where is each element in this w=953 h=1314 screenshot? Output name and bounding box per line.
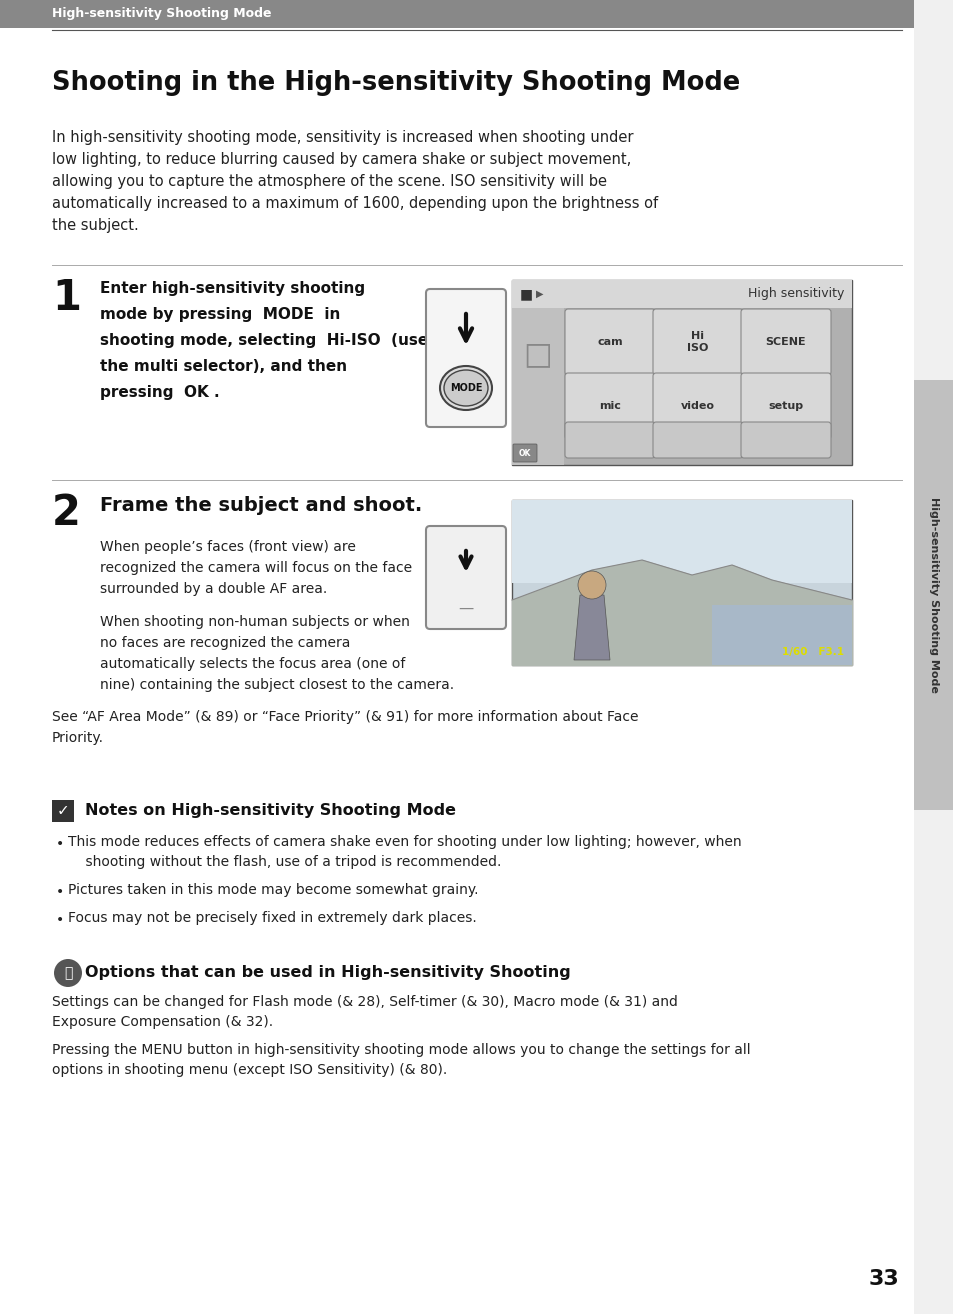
Text: mode by pressing  MODE  in: mode by pressing MODE in xyxy=(100,307,340,322)
Text: video: video xyxy=(680,401,714,411)
Text: Priority.: Priority. xyxy=(52,731,104,745)
FancyBboxPatch shape xyxy=(564,309,655,374)
Circle shape xyxy=(54,959,82,987)
Text: automatically increased to a maximum of 1600, depending upon the brightness of: automatically increased to a maximum of … xyxy=(52,196,658,212)
Text: Options that can be used in High-sensitivity Shooting: Options that can be used in High-sensiti… xyxy=(85,966,570,980)
FancyBboxPatch shape xyxy=(426,289,505,427)
Text: no faces are recognized the camera: no faces are recognized the camera xyxy=(100,636,350,650)
Text: Pictures taken in this mode may become somewhat grainy.: Pictures taken in this mode may become s… xyxy=(68,883,478,897)
Bar xyxy=(512,501,851,665)
Text: See “AF Area Mode” (& 89) or “Face Priority” (& 91) for more information about F: See “AF Area Mode” (& 89) or “Face Prior… xyxy=(52,710,638,724)
Text: ⌕: ⌕ xyxy=(64,966,72,980)
FancyBboxPatch shape xyxy=(564,373,655,439)
Text: mic: mic xyxy=(598,401,620,411)
Bar xyxy=(711,604,851,665)
Text: •: • xyxy=(56,837,64,851)
Text: ▶: ▶ xyxy=(536,289,543,300)
FancyBboxPatch shape xyxy=(426,526,505,629)
Text: Shooting in the High-sensitivity Shooting Mode: Shooting in the High-sensitivity Shootin… xyxy=(52,70,740,96)
Text: pressing  OK .: pressing OK . xyxy=(100,385,219,399)
Text: High-sensitivity Shooting Mode: High-sensitivity Shooting Mode xyxy=(52,8,272,21)
FancyBboxPatch shape xyxy=(564,422,655,459)
FancyBboxPatch shape xyxy=(740,373,830,439)
Text: setup: setup xyxy=(767,401,802,411)
Text: Hi
ISO: Hi ISO xyxy=(686,331,708,352)
FancyBboxPatch shape xyxy=(513,444,537,463)
Text: 2: 2 xyxy=(52,491,81,533)
FancyBboxPatch shape xyxy=(740,422,830,459)
Text: When people’s faces (front view) are: When people’s faces (front view) are xyxy=(100,540,355,555)
Text: □: □ xyxy=(523,340,552,369)
Text: ■: ■ xyxy=(519,286,533,301)
Text: 1: 1 xyxy=(52,277,81,319)
Text: Notes on High-sensitivity Shooting Mode: Notes on High-sensitivity Shooting Mode xyxy=(85,803,456,819)
Bar xyxy=(512,280,851,307)
Text: —: — xyxy=(457,600,473,615)
Text: surrounded by a double AF area.: surrounded by a double AF area. xyxy=(100,582,327,597)
FancyBboxPatch shape xyxy=(652,373,742,439)
Text: Focus may not be precisely fixed in extremely dark places.: Focus may not be precisely fixed in extr… xyxy=(68,911,476,925)
FancyBboxPatch shape xyxy=(740,309,830,374)
Text: Pressing the MENU button in high-sensitivity shooting mode allows you to change : Pressing the MENU button in high-sensiti… xyxy=(52,1043,750,1056)
Text: options in shooting menu (except ISO Sensitivity) (& 80).: options in shooting menu (except ISO Sen… xyxy=(52,1063,447,1077)
FancyBboxPatch shape xyxy=(652,309,742,374)
Text: low lighting, to reduce blurring caused by camera shake or subject movement,: low lighting, to reduce blurring caused … xyxy=(52,152,631,167)
Polygon shape xyxy=(574,595,609,660)
Text: •: • xyxy=(56,913,64,926)
Text: High sensitivity: High sensitivity xyxy=(747,288,843,301)
Text: automatically selects the focus area (one of: automatically selects the focus area (on… xyxy=(100,657,405,671)
Text: This mode reduces effects of camera shake even for shooting under low lighting; : This mode reduces effects of camera shak… xyxy=(68,834,740,849)
Ellipse shape xyxy=(439,367,492,410)
Bar xyxy=(0,0,913,28)
Text: recognized the camera will focus on the face: recognized the camera will focus on the … xyxy=(100,561,412,576)
Text: ✓: ✓ xyxy=(56,803,70,819)
Text: MODE: MODE xyxy=(449,382,482,393)
Text: shooting mode, selecting  Hi-ISO  (use: shooting mode, selecting Hi-ISO (use xyxy=(100,332,428,348)
Text: the subject.: the subject. xyxy=(52,218,138,233)
Text: the multi selector), and then: the multi selector), and then xyxy=(100,359,347,374)
Text: SCENE: SCENE xyxy=(765,336,805,347)
Text: When shooting non-human subjects or when: When shooting non-human subjects or when xyxy=(100,615,410,629)
Text: Exposure Compensation (& 32).: Exposure Compensation (& 32). xyxy=(52,1014,273,1029)
Bar xyxy=(52,800,74,823)
Text: 33: 33 xyxy=(867,1269,898,1289)
Circle shape xyxy=(578,572,605,599)
Text: •: • xyxy=(56,886,64,899)
Text: Settings can be changed for Flash mode (& 28), Self-timer (& 30), Macro mode (& : Settings can be changed for Flash mode (… xyxy=(52,995,678,1009)
FancyBboxPatch shape xyxy=(652,422,742,459)
Text: In high-sensitivity shooting mode, sensitivity is increased when shooting under: In high-sensitivity shooting mode, sensi… xyxy=(52,130,633,145)
Text: 1/60   F3.1: 1/60 F3.1 xyxy=(781,646,843,657)
Text: nine) containing the subject closest to the camera.: nine) containing the subject closest to … xyxy=(100,678,454,692)
Text: OK: OK xyxy=(518,448,531,457)
Text: cam: cam xyxy=(597,336,622,347)
Bar xyxy=(512,501,851,582)
Bar xyxy=(913,380,953,809)
Text: allowing you to capture the atmosphere of the scene. ISO sensitivity will be: allowing you to capture the atmosphere o… xyxy=(52,173,606,189)
Text: Enter high-sensitivity shooting: Enter high-sensitivity shooting xyxy=(100,281,365,296)
Text: Frame the subject and shoot.: Frame the subject and shoot. xyxy=(100,495,422,515)
Bar xyxy=(512,280,851,465)
Ellipse shape xyxy=(443,371,488,406)
Text: shooting without the flash, use of a tripod is recommended.: shooting without the flash, use of a tri… xyxy=(68,855,501,869)
Text: High-sensitivity Shooting Mode: High-sensitivity Shooting Mode xyxy=(928,497,938,692)
Bar xyxy=(512,307,563,465)
